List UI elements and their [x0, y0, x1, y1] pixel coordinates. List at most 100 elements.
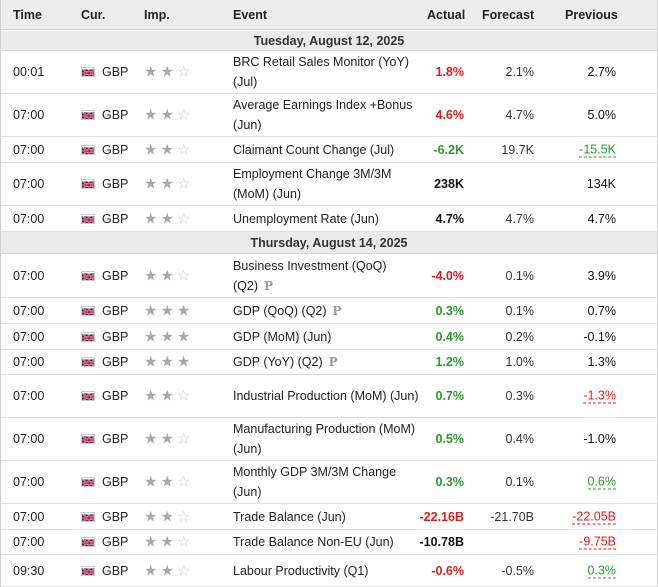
- header-time[interactable]: Time: [13, 8, 42, 22]
- uk-flag-icon: [81, 67, 95, 77]
- event-time: 07:00: [13, 108, 45, 122]
- importance-stars: ★ ★ ☆: [144, 108, 190, 123]
- table-row[interactable]: 07:00 GBP ★ ★ ☆ Manufacturing Production (MoM…: [1, 418, 657, 461]
- event-name[interactable]: Trade Balance (Jun): [233, 507, 423, 527]
- event-name[interactable]: Claimant Count Change (Jul): [233, 140, 423, 160]
- event-name-text[interactable]: Trade Balance (Jun): [233, 509, 346, 524]
- table-row[interactable]: 07:00 GBP ★ ★ ★ GDP (QoQ) (Q2) P 0.3% 0.1% 0.7%: [1, 298, 657, 324]
- preliminary-icon: P: [264, 278, 274, 293]
- header-previous[interactable]: Previous: [565, 8, 618, 22]
- event-name[interactable]: Manufacturing Production (MoM) (Jun): [233, 419, 423, 459]
- importance-stars: ★ ★ ★: [144, 303, 190, 318]
- importance-stars: ★ ★ ☆: [144, 475, 190, 490]
- table-row[interactable]: 09:30 GBP ★ ★ ☆ Labour Productivity (Q1) -0.6%…: [1, 555, 657, 587]
- star-filled-icon: ★: [160, 106, 174, 124]
- event-name[interactable]: Employment Change 3M/3M (MoM) (Jun): [233, 164, 423, 204]
- star-empty-icon: ☆: [176, 533, 191, 551]
- star-filled-icon: ★: [144, 63, 158, 81]
- day-header: Thursday, August 14, 2025: [1, 232, 657, 254]
- star-filled-icon: ★: [160, 175, 174, 193]
- header-actual[interactable]: Actual: [427, 8, 466, 22]
- importance-stars: ★ ★ ☆: [144, 142, 190, 157]
- star-filled-icon: ★: [144, 353, 158, 371]
- uk-flag-icon: [81, 511, 95, 522]
- table-row[interactable]: 07:00 GBP ★ ★ ☆ Employment Change 3M/3M (MoM)…: [1, 163, 657, 206]
- event-name-text[interactable]: Business Investment (QoQ) (Q2): [233, 258, 387, 293]
- table-row[interactable]: 07:00 GBP ★ ★ ★ GDP (YoY) (Q2) P 1.2% 1.0% 1.3%: [1, 350, 657, 375]
- event-name-text[interactable]: GDP (MoM) (Jun): [233, 329, 332, 344]
- header-currency[interactable]: Cur.: [81, 8, 106, 22]
- event-currency: GBP: [102, 268, 129, 283]
- star-filled-icon: ★: [144, 106, 158, 124]
- star-filled-icon: ★: [160, 387, 174, 405]
- event-name[interactable]: Average Earnings Index +Bonus (Jun): [233, 95, 423, 135]
- event-name-text[interactable]: GDP (QoQ) (Q2): [233, 303, 327, 318]
- event-name[interactable]: GDP (YoY) (Q2) P: [233, 352, 423, 372]
- event-name-text[interactable]: Industrial Production (MoM) (Jun): [233, 389, 419, 403]
- importance-stars: ★ ★ ☆: [144, 509, 190, 524]
- event-name-text[interactable]: BRC Retail Sales Monitor (YoY) (Jul): [233, 55, 409, 89]
- event-name-text[interactable]: Average Earnings Index +Bonus (Jun): [233, 98, 413, 132]
- previous-value[interactable]: 0.3%: [587, 563, 616, 578]
- event-time: 07:00: [13, 475, 45, 489]
- preliminary-icon: P: [328, 355, 338, 369]
- event-name[interactable]: BRC Retail Sales Monitor (YoY) (Jul): [233, 52, 423, 92]
- event-name[interactable]: Trade Balance Non-EU (Jun): [233, 532, 423, 552]
- event-name[interactable]: Industrial Production (MoM) (Jun): [233, 386, 423, 406]
- header-importance[interactable]: Imp.: [144, 8, 170, 22]
- table-row[interactable]: 00:01 GBP ★ ★ ☆ BRC Retail Sales Monitor (YoY…: [1, 51, 657, 94]
- event-name-text[interactable]: Claimant Count Change (Jul): [233, 142, 395, 157]
- event-name[interactable]: Labour Productivity (Q1): [233, 561, 423, 581]
- table-row[interactable]: 07:00 GBP ★ ★ ★ GDP (MoM) (Jun) 0.4% 0.2% -0.1%: [1, 324, 657, 350]
- table-row[interactable]: 07:00 GBP ★ ★ ☆ Monthly GDP 3M/3M Change (Jun…: [1, 461, 657, 504]
- previous-value[interactable]: -9.75B: [579, 534, 616, 550]
- star-empty-icon: ☆: [176, 175, 191, 193]
- table-row[interactable]: 07:00 GBP ★ ★ ☆ Trade Balance (Jun) -22.16B -21…: [1, 504, 657, 530]
- event-currency: GBP: [102, 389, 129, 403]
- previous-value[interactable]: -1.3%: [583, 388, 616, 404]
- event-name[interactable]: GDP (MoM) (Jun): [233, 327, 423, 347]
- event-name[interactable]: Monthly GDP 3M/3M Change (Jun): [233, 462, 423, 502]
- event-name-text[interactable]: Labour Productivity (Q1): [233, 563, 369, 578]
- importance-stars: ★ ★ ☆: [144, 389, 190, 404]
- event-name-text[interactable]: GDP (YoY) (Q2): [233, 355, 323, 369]
- star-filled-icon: ★: [144, 387, 158, 405]
- previous-value[interactable]: -15.5K: [579, 142, 616, 157]
- table-row[interactable]: 07:00 GBP ★ ★ ☆ Claimant Count Change (Jul) -6…: [1, 137, 657, 163]
- event-name-text[interactable]: Monthly GDP 3M/3M Change (Jun): [233, 465, 397, 499]
- event-time: 07:00: [13, 329, 45, 344]
- uk-flag-icon: [81, 331, 95, 342]
- star-filled-icon: ★: [160, 353, 174, 371]
- event-currency: GBP: [102, 563, 129, 578]
- event-name-text[interactable]: Manufacturing Production (MoM) (Jun): [233, 422, 416, 456]
- table-row[interactable]: 07:00 GBP ★ ★ ☆ Average Earnings Index +Bonus…: [1, 94, 657, 137]
- event-time: 09:30: [13, 563, 45, 578]
- event-name[interactable]: Unemployment Rate (Jun): [233, 209, 423, 229]
- header-event[interactable]: Event: [233, 8, 268, 22]
- event-name-text[interactable]: Trade Balance Non-EU (Jun): [233, 535, 394, 549]
- event-currency: GBP: [102, 535, 129, 549]
- event-name[interactable]: Business Investment (QoQ) (Q2) P: [233, 256, 423, 296]
- uk-flag-icon: [81, 565, 95, 576]
- table-row[interactable]: 07:00 GBP ★ ★ ☆ Trade Balance Non-EU (Jun) -10…: [1, 530, 657, 555]
- event-time: 07:00: [13, 303, 45, 318]
- event-name-text[interactable]: Unemployment Rate (Jun): [233, 211, 379, 226]
- importance-stars: ★ ★ ☆: [144, 563, 190, 578]
- event-name-text[interactable]: Employment Change 3M/3M (MoM) (Jun): [233, 167, 392, 201]
- event-time: 07:00: [13, 432, 45, 446]
- star-empty-icon: ☆: [176, 473, 191, 491]
- event-name[interactable]: GDP (QoQ) (Q2) P: [233, 301, 423, 321]
- uk-flag-icon: [81, 537, 95, 547]
- table-row[interactable]: 07:00 GBP ★ ★ ☆ Industrial Production (MoM) (…: [1, 375, 657, 418]
- table-row[interactable]: 07:00 GBP ★ ★ ☆ Unemployment Rate (Jun) 4.7% 4.…: [1, 206, 657, 232]
- table-row[interactable]: 07:00 GBP ★ ★ ☆ Business Investment (QoQ) (Q2…: [1, 254, 657, 298]
- star-filled-icon: ★: [160, 63, 174, 81]
- event-currency: GBP: [102, 108, 129, 122]
- previous-value[interactable]: 0.6%: [587, 474, 616, 490]
- header-forecast[interactable]: Forecast: [482, 8, 535, 22]
- uk-flag-icon: [81, 434, 95, 444]
- star-filled-icon: ★: [144, 473, 158, 491]
- previous-value[interactable]: -22.05B: [572, 509, 616, 524]
- forecast-value: 0.3%: [505, 389, 535, 403]
- star-filled-icon: ★: [160, 141, 174, 158]
